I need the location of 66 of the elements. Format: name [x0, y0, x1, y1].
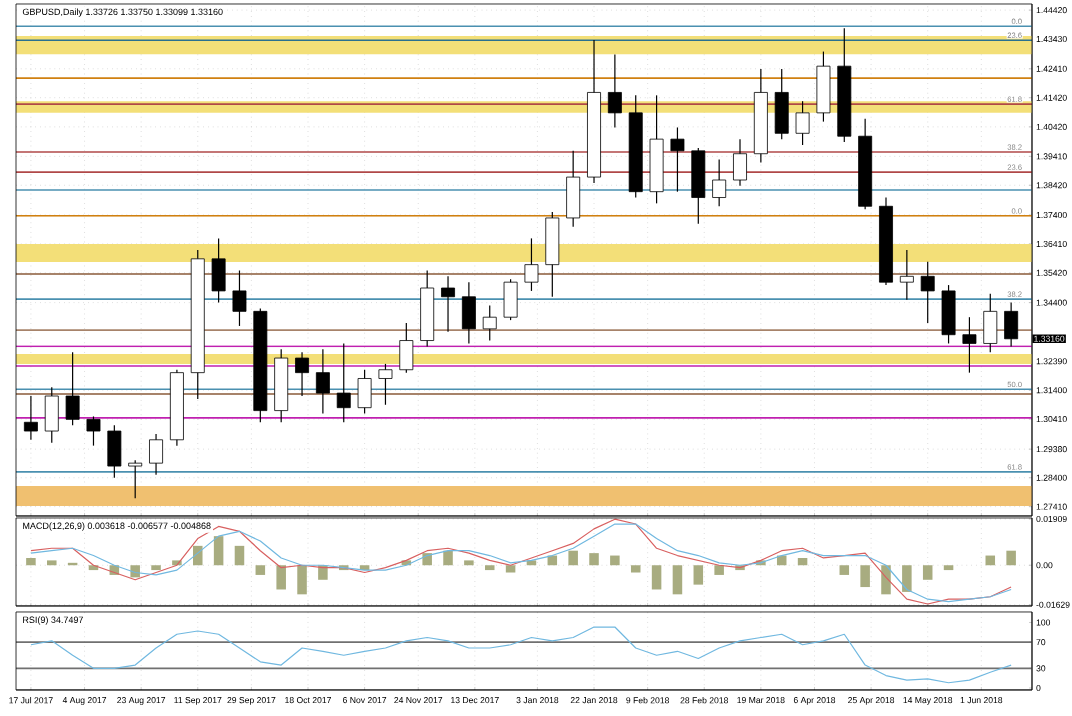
- bar: [714, 565, 724, 575]
- candlestick: [816, 50, 831, 123]
- bar: [464, 560, 474, 566]
- candlestick: [23, 395, 38, 441]
- bar: [568, 550, 578, 566]
- bar: [922, 565, 933, 580]
- candlestick: [86, 415, 101, 447]
- candlestick: [733, 138, 747, 187]
- bar: [651, 565, 662, 590]
- bar: [255, 565, 266, 575]
- bar: [234, 545, 245, 566]
- candlestick: [399, 322, 414, 374]
- bar: [297, 565, 307, 595]
- bar: [839, 565, 850, 575]
- bar: [630, 565, 641, 573]
- bar: [610, 555, 620, 566]
- candlestick: [378, 363, 393, 406]
- bar: [422, 553, 432, 566]
- bar: [26, 557, 36, 566]
- candlestick: [232, 269, 247, 327]
- candlestick: [44, 386, 59, 444]
- candlestick: [524, 237, 539, 292]
- bar: [484, 565, 495, 571]
- candlestick: [503, 278, 518, 321]
- bar: [902, 565, 912, 592]
- bar: [192, 545, 203, 566]
- candlestick: [566, 150, 581, 228]
- candlestick: [441, 275, 455, 333]
- bar: [276, 565, 286, 590]
- candlestick: [691, 147, 706, 225]
- candlestick: [920, 261, 935, 324]
- candlestick: [795, 100, 810, 146]
- bar: [151, 565, 161, 571]
- candlestick: [983, 293, 998, 353]
- bar: [589, 553, 599, 566]
- bar: [693, 565, 704, 585]
- candlestick: [774, 68, 789, 140]
- candlestick: [1004, 302, 1019, 347]
- candlestick: [482, 304, 497, 342]
- candlestick: [315, 348, 330, 415]
- candlestick: [128, 459, 143, 499]
- bar: [47, 560, 57, 566]
- candlestick: [712, 158, 727, 207]
- bar: [443, 550, 453, 566]
- bar: [505, 565, 516, 573]
- candlestick: [65, 351, 80, 426]
- candlestick: [607, 53, 622, 129]
- candlestick: [357, 369, 372, 415]
- candlestick: [461, 281, 476, 345]
- candlestick: [295, 351, 309, 397]
- candlestick: [107, 424, 122, 479]
- candlestick: [670, 126, 685, 193]
- bar: [1006, 550, 1016, 566]
- candlestick: [941, 284, 956, 345]
- candlestick: [336, 342, 351, 423]
- bar: [672, 565, 683, 595]
- line-series: [30, 626, 1012, 684]
- bar: [213, 536, 224, 566]
- candlestick: [149, 433, 163, 476]
- candlestick: [545, 211, 560, 298]
- bar: [860, 565, 870, 588]
- candlestick: [962, 316, 977, 374]
- bar: [943, 565, 954, 571]
- bar: [797, 557, 808, 566]
- candlestick: [899, 249, 914, 301]
- candlestick: [211, 237, 226, 304]
